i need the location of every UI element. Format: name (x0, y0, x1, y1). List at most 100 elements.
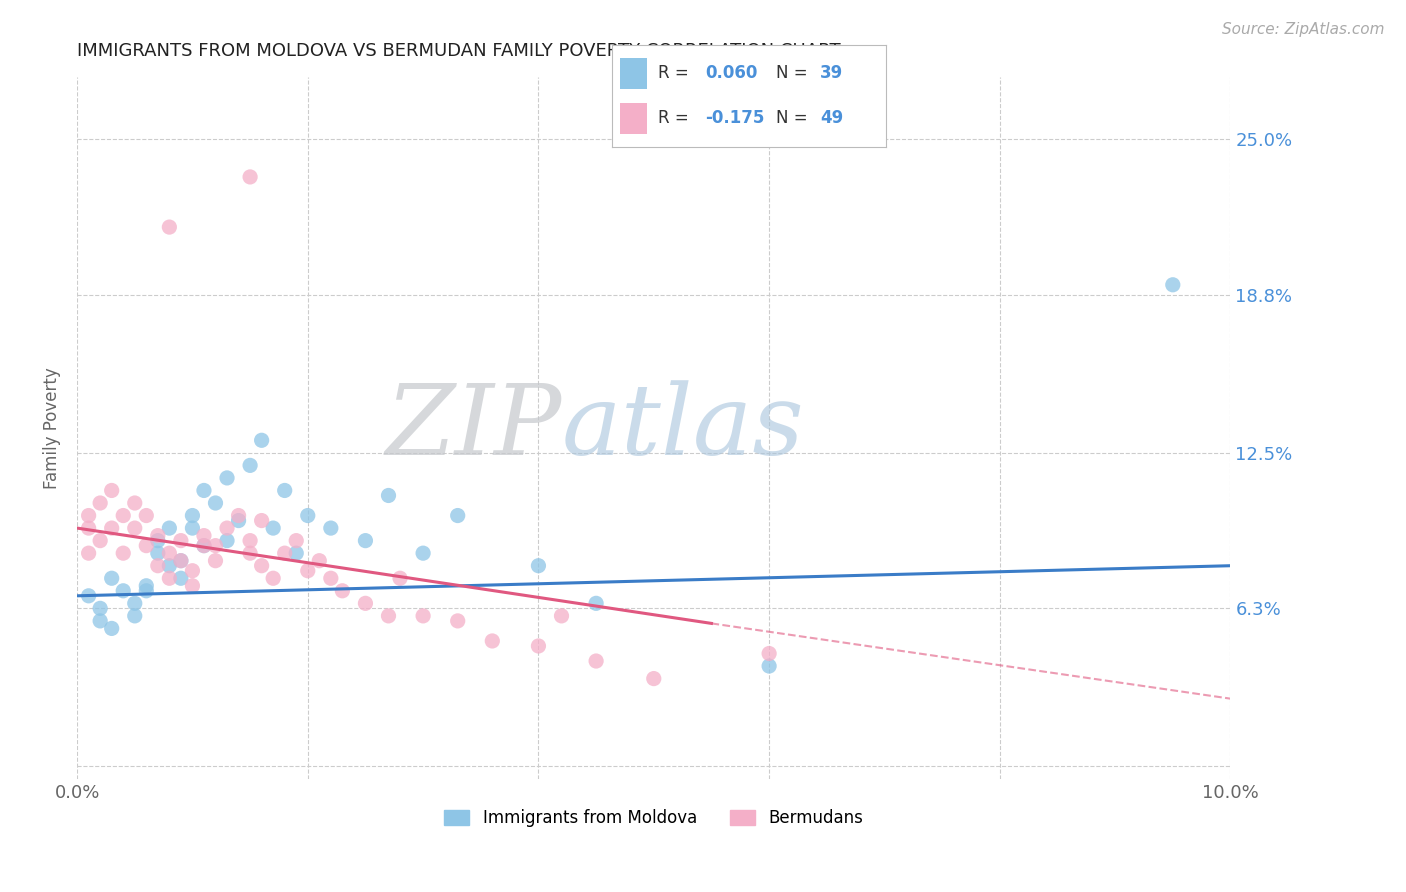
Point (250, 434, 273, 448)
Point (146, 533, 169, 548)
Point (193, 539, 215, 553)
Point (100, 622, 122, 636)
Point (181, 579, 204, 593)
Text: Source: ZipAtlas.com: Source: ZipAtlas.com (1222, 22, 1385, 37)
Text: N =: N = (776, 110, 813, 128)
Point (135, 579, 157, 593)
Point (89, 614, 111, 628)
Point (146, 558, 169, 573)
Point (412, 546, 434, 560)
Point (89, 496, 111, 510)
Point (193, 539, 215, 553)
Point (204, 539, 226, 553)
Point (77, 589, 100, 603)
Point (146, 546, 169, 560)
FancyBboxPatch shape (620, 58, 647, 88)
Point (77, 508, 100, 523)
Point (193, 483, 215, 498)
Point (377, 608, 399, 623)
Y-axis label: Family Poverty: Family Poverty (44, 367, 60, 489)
Point (157, 558, 180, 573)
Text: 0.060: 0.060 (704, 64, 758, 82)
Point (758, 647, 780, 661)
Point (273, 546, 295, 560)
Point (100, 483, 122, 498)
Point (377, 488, 399, 502)
Point (112, 583, 135, 598)
Point (354, 533, 377, 548)
Point (170, 554, 193, 568)
Point (146, 528, 169, 542)
Legend: Immigrants from Moldova, Bermudans: Immigrants from Moldova, Bermudans (437, 803, 870, 834)
Point (124, 521, 146, 535)
Point (250, 514, 273, 528)
Point (412, 608, 434, 623)
Point (124, 496, 146, 510)
Point (157, 571, 180, 585)
Text: R =: R = (658, 64, 695, 82)
Point (319, 521, 342, 535)
Text: atlas: atlas (561, 380, 804, 475)
Point (77, 546, 100, 560)
Point (297, 508, 319, 523)
Point (100, 521, 122, 535)
Text: 39: 39 (820, 64, 844, 82)
Text: ZIP: ZIP (385, 380, 561, 475)
Point (77, 521, 100, 535)
Point (181, 521, 204, 535)
Point (181, 508, 204, 523)
Point (308, 554, 330, 568)
Point (1161, 277, 1184, 292)
Point (758, 659, 780, 673)
Point (332, 583, 354, 598)
Point (135, 583, 157, 598)
Point (215, 533, 238, 548)
Point (215, 471, 238, 485)
Point (228, 514, 250, 528)
Point (239, 533, 262, 548)
Point (239, 546, 262, 560)
Point (112, 546, 135, 560)
Point (643, 672, 665, 686)
Text: R =: R = (658, 110, 695, 128)
Point (354, 596, 377, 610)
Point (285, 546, 308, 560)
Text: 49: 49 (820, 110, 844, 128)
Point (89, 533, 111, 548)
Point (319, 571, 342, 585)
Point (124, 608, 146, 623)
Point (250, 558, 273, 573)
Point (124, 596, 146, 610)
Point (262, 571, 284, 585)
Point (447, 614, 470, 628)
Point (112, 508, 135, 523)
Point (550, 608, 572, 623)
Point (170, 533, 193, 548)
Point (585, 596, 607, 610)
Point (285, 533, 308, 548)
Point (481, 634, 503, 648)
Point (157, 546, 180, 560)
Point (135, 508, 157, 523)
Text: IMMIGRANTS FROM MOLDOVA VS BERMUDAN FAMILY POVERTY CORRELATION CHART: IMMIGRANTS FROM MOLDOVA VS BERMUDAN FAMI… (77, 42, 841, 60)
Point (170, 571, 193, 585)
Point (527, 639, 550, 653)
Point (239, 458, 262, 473)
Point (157, 521, 180, 535)
Point (204, 496, 226, 510)
Point (100, 571, 122, 585)
Point (193, 528, 215, 542)
Point (181, 564, 204, 578)
Point (239, 169, 262, 184)
Point (273, 483, 295, 498)
Point (447, 508, 470, 523)
Point (215, 521, 238, 535)
Point (204, 554, 226, 568)
Point (262, 521, 284, 535)
Point (157, 220, 180, 235)
Text: N =: N = (776, 64, 813, 82)
Point (89, 601, 111, 615)
Point (135, 539, 157, 553)
Point (297, 564, 319, 578)
FancyBboxPatch shape (620, 103, 647, 134)
